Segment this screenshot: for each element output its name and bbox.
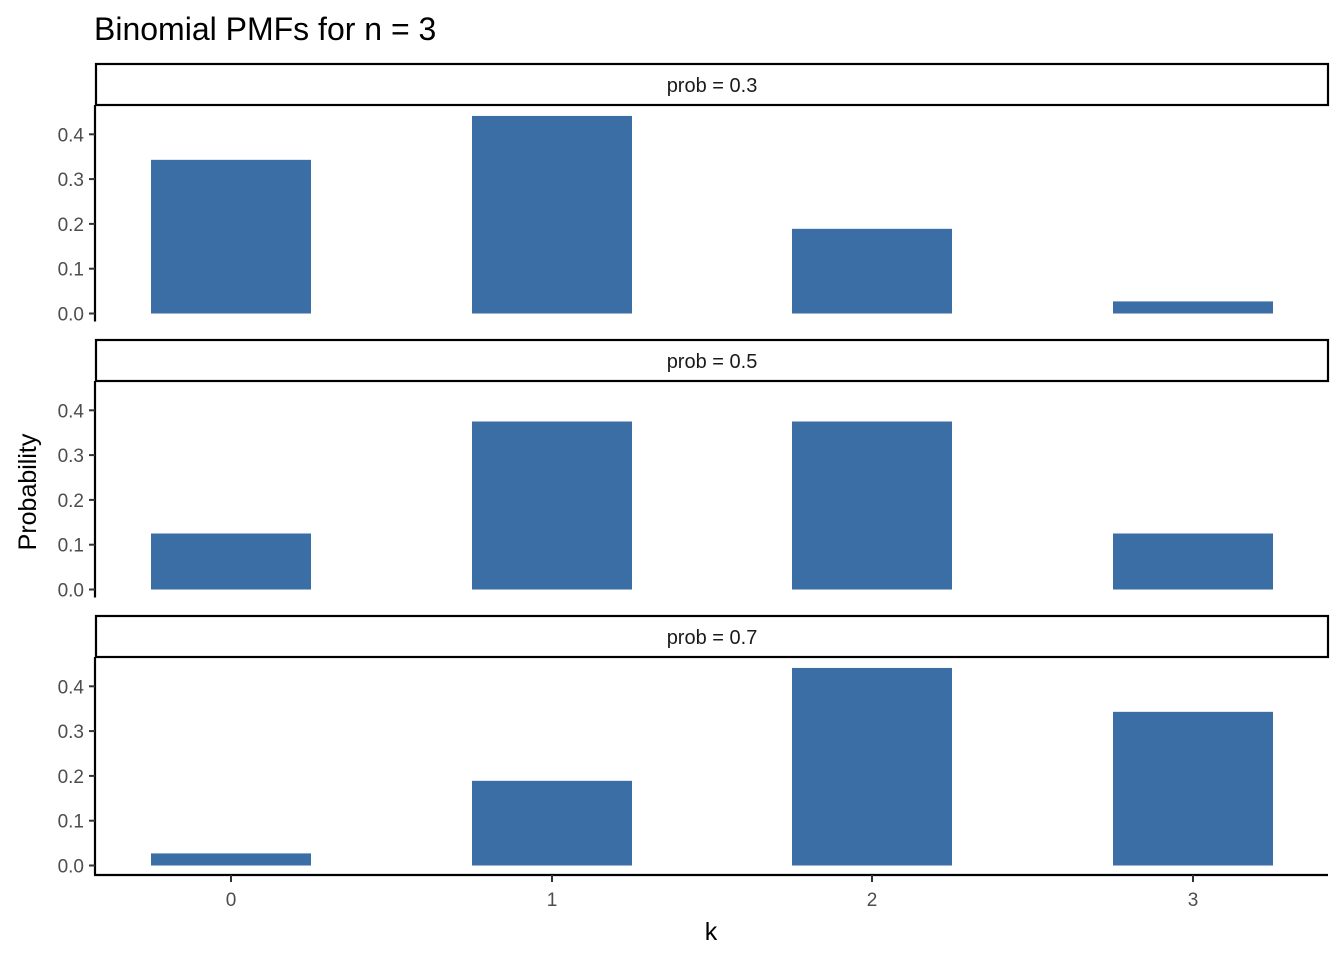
y-tick-label: 0.1 [58, 812, 84, 833]
x-tick-label: 3 [1188, 890, 1199, 911]
bar [472, 115, 632, 314]
y-axis-title: Probability [14, 433, 42, 550]
bar [792, 667, 952, 866]
facet-strip-label: prob = 0.5 [667, 351, 758, 373]
y-tick-label: 0.2 [58, 767, 84, 788]
bar [472, 421, 632, 590]
facet-strip-label: prob = 0.3 [667, 75, 758, 97]
bar [1113, 301, 1273, 314]
x-axis-title: k [705, 918, 718, 946]
facet-strip-label: prob = 0.7 [667, 627, 758, 649]
y-tick-label: 0.3 [58, 446, 84, 467]
y-tick-label: 0.4 [58, 401, 85, 422]
bar [1113, 533, 1273, 590]
facet-panel: prob = 0.3 0.0 0.1 0.2 0.3 0.4 [58, 62, 1330, 326]
y-tick-label: 0.2 [58, 491, 84, 512]
facet-strip [94, 62, 1330, 107]
y-tick-label: 0.1 [58, 536, 84, 557]
y-tick-label: 0.0 [58, 857, 84, 878]
y-tick-label: 0.0 [58, 581, 84, 602]
bar [151, 533, 311, 590]
facet-panel: prob = 0.5 0.0 0.1 0.2 0.3 0.4 [58, 338, 1330, 602]
y-tick-label: 0.3 [58, 722, 84, 743]
y-tick-label: 0.4 [58, 125, 85, 146]
bar [151, 853, 311, 866]
x-axis: 0 1 2 3 [94, 873, 1328, 911]
bar [792, 228, 952, 314]
y-tick-label: 0.3 [58, 170, 84, 191]
x-tick-label: 2 [867, 890, 878, 911]
bar [792, 421, 952, 590]
facet-panel: prob = 0.7 0.0 0.1 0.2 0.3 0.4 [58, 614, 1330, 878]
x-tick-label: 0 [226, 890, 237, 911]
y-tick-label: 0.1 [58, 260, 84, 281]
y-tick-label: 0.2 [58, 215, 84, 236]
y-tick-label: 0.0 [58, 305, 84, 326]
y-tick-label: 0.4 [58, 677, 85, 698]
bar [1113, 711, 1273, 866]
bar [472, 780, 632, 866]
facet-strip [94, 614, 1330, 659]
bar [151, 159, 311, 314]
facet-strip [94, 338, 1330, 383]
facet-panels: prob = 0.3 0.0 0.1 0.2 0.3 0.4 prob = 0.5 0.0 0.… [58, 62, 1330, 878]
chart-title: Binomial PMFs for n = 3 [94, 11, 436, 47]
x-tick-label: 1 [547, 890, 558, 911]
